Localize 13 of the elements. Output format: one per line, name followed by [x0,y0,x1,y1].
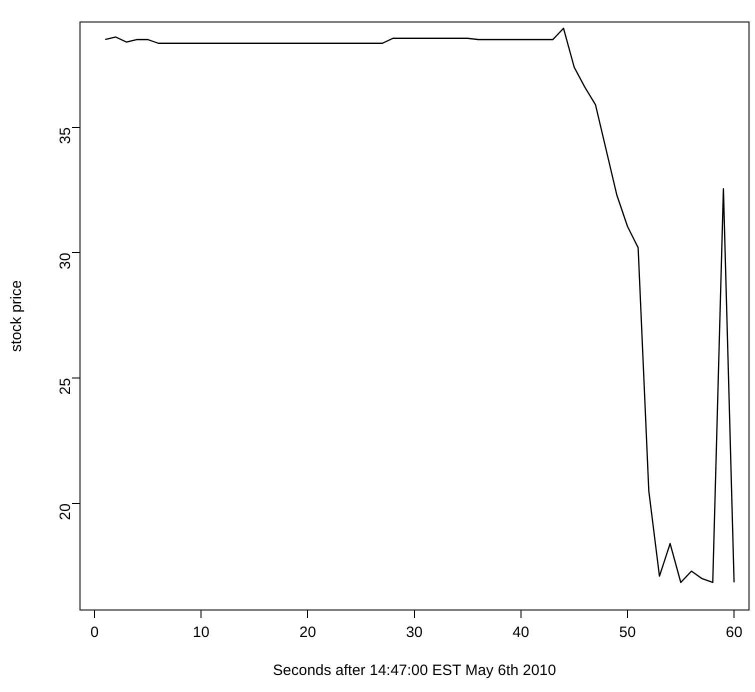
y-tick-label: 30 [57,252,74,270]
x-tick-label: 40 [512,624,530,642]
y-tick-label: 20 [57,503,74,520]
y-tick-label: 35 [57,127,74,144]
x-tick-label: 60 [726,624,742,642]
x-tick-label: 30 [406,624,423,642]
x-tick-label: 0 [90,624,99,642]
y-axis-title: stock price [8,280,26,352]
x-tick-label: 10 [192,624,210,642]
x-axis-title: Seconds after 14:47:00 EST May 6th 2010 [272,662,556,680]
x-tick-label: 20 [299,624,316,642]
y-tick-label: 25 [57,378,74,395]
x-tick-label: 50 [619,624,636,642]
